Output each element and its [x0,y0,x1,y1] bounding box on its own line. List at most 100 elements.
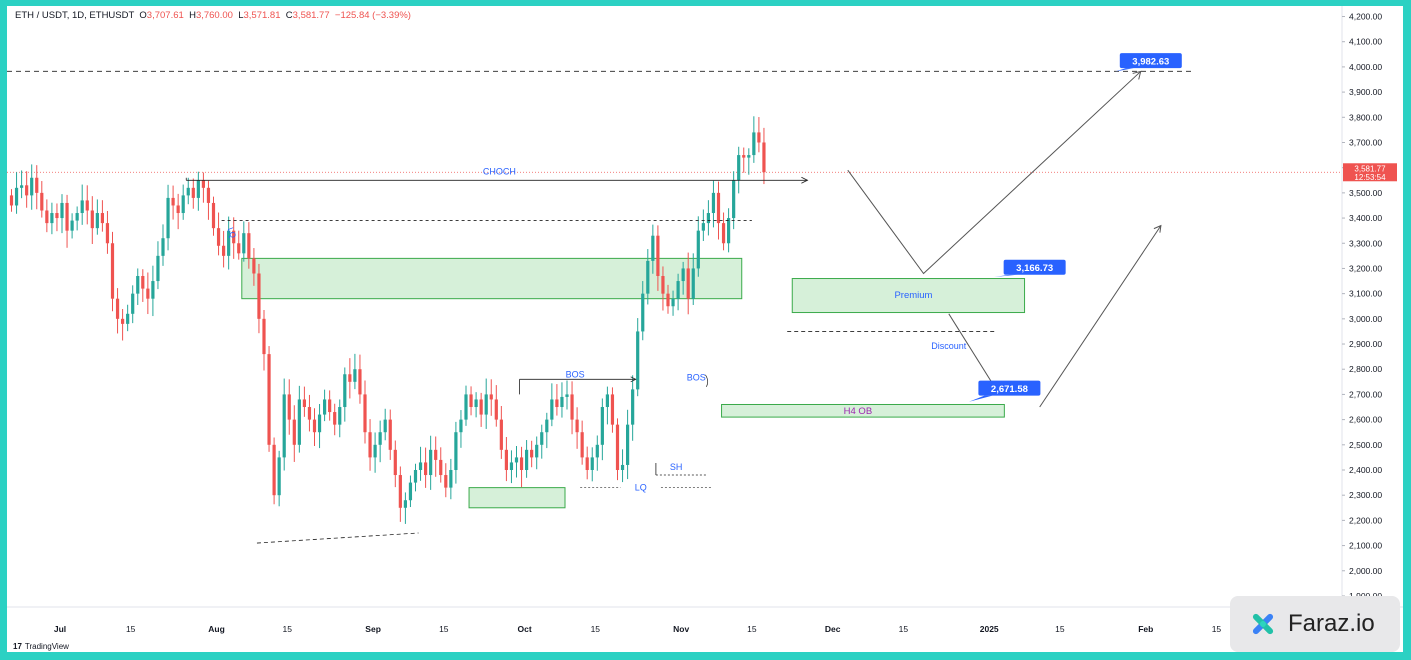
candle-body [65,202,69,231]
y-tick-label: 2,500.00 [1349,440,1382,450]
choch-label: CHOCH [483,166,516,176]
candle-body [237,243,241,254]
candle-body [302,399,306,408]
candle-body [646,260,650,294]
candle-body [90,210,94,229]
current-price-label: 3,581.77 [1354,164,1386,173]
candle-body [631,389,635,425]
candle-body [358,369,362,395]
candle-body [711,192,716,214]
candle-body [55,213,59,219]
x-tick-label: Dec [825,624,841,634]
candle-body [747,155,751,158]
y-tick-label: 3,500.00 [1349,188,1382,198]
candle-body [696,230,700,269]
open-label: O [139,10,147,21]
y-tick-label: 4,100.00 [1349,37,1382,47]
y-tick-label: 2,600.00 [1349,415,1382,425]
candle-body [14,187,19,206]
candle-body [211,202,216,229]
candle-body [70,220,74,231]
candle-body [519,457,524,470]
candle-body [429,449,433,476]
candle-body [762,142,766,173]
y-tick-label: 3,200.00 [1349,263,1382,273]
candle-body [540,432,544,445]
candle-body [222,245,226,256]
candle-body [262,318,266,355]
candle-body [424,462,428,476]
high-label: H [189,10,196,21]
tradingview-logo[interactable]: 17 TradingView [13,642,69,651]
candle-body [131,293,135,314]
y-tick-label: 3,700.00 [1349,137,1382,147]
candle-body [398,475,402,508]
candle-body [156,255,160,282]
high-value: 3,760.00 [195,10,233,21]
y-tick-label: 2,300.00 [1349,490,1382,500]
candle-body [201,180,205,188]
candle-body [216,228,221,246]
candle-body [727,218,731,244]
x-tick-label: 15 [439,624,449,634]
candle-body [141,276,145,289]
candle-body [136,276,140,294]
y-tick-label: 2,000.00 [1349,566,1382,576]
y-tick-label: 2,700.00 [1349,389,1382,399]
candle-body [227,230,231,256]
target-callout-2671 [978,380,1041,396]
candle-body [75,213,79,221]
y-tick-label: 3,900.00 [1349,87,1382,97]
candle-body [206,187,211,203]
candle-body [605,394,609,408]
y-tick-label: 4,000.00 [1349,62,1382,72]
candle-body [242,233,246,254]
candle-body [651,235,655,261]
candle-body [721,223,726,244]
bos1-label: BOS [566,369,585,379]
target-callout-2671-label: 2,671.58 [991,384,1028,395]
x-tick-label: Sep [365,624,381,634]
candle-body [378,432,382,445]
y-tick-label: 2,100.00 [1349,541,1382,551]
candle-body [706,213,710,224]
faraz-label: Faraz.io [1288,610,1375,637]
x-tick-label: 15 [283,624,293,634]
candle-body [403,500,407,508]
supply-zone-box [241,257,743,300]
candle-body [328,399,332,413]
candle-body [363,394,367,433]
x-tick-label: Oct [518,624,532,634]
price-chart[interactable]: 1,900.00 2,000.00 2,100.00 2,200.00 2,300.00… [7,6,1403,652]
candle-body [110,243,115,299]
candle-body [368,432,372,458]
candle-body [151,281,155,299]
candle-body [716,192,721,224]
tradingview-label: TradingView [24,642,69,651]
candle-body [383,419,387,433]
chart-frame: 1,900.00 2,000.00 2,100.00 2,200.00 2,300.00… [7,6,1403,652]
candle-body [489,394,493,400]
candle-body [388,419,392,450]
symbol-label: ETH / USDT, 1D, ETHUSDT [15,10,135,21]
candle-body [418,462,423,470]
y-tick-label: 2,900.00 [1349,339,1382,349]
candle-body [585,457,589,470]
y-tick-label: 4,200.00 [1349,12,1382,22]
candle-body [85,200,89,211]
candle-body [408,482,413,501]
candle-body [413,469,418,483]
candle-body [115,298,120,319]
candle-body [590,457,594,470]
target-callout-3982 [1119,53,1182,69]
candle-body [80,200,84,214]
h4-ob-label: H4 OB [844,406,873,417]
candle-body [434,449,438,460]
candle-body [610,394,615,425]
candle-body [126,313,130,324]
candle-body [666,293,670,307]
y-tick-label: 1,900.00 [1349,591,1382,601]
candle-body [474,399,478,408]
candle-body [338,407,342,425]
candle-body [449,469,453,488]
